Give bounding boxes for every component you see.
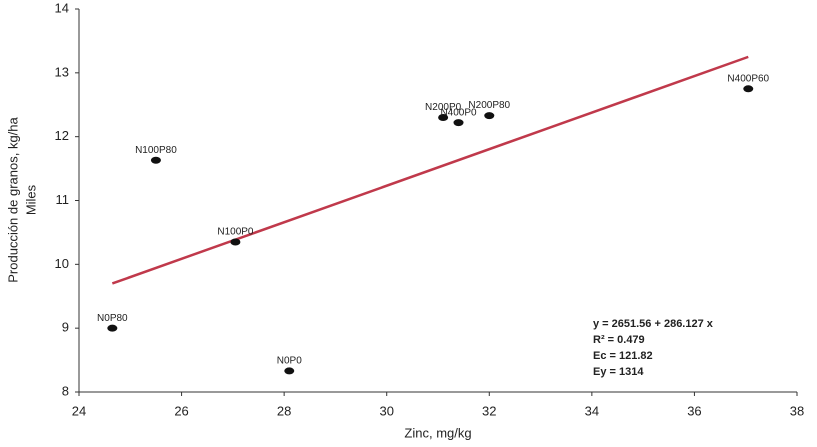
x-tick-label: 32 <box>482 403 496 418</box>
point <box>484 112 495 120</box>
x-tick-label: 24 <box>72 403 86 418</box>
x-tick-label: 30 <box>379 403 393 418</box>
y-tick-label: 8 <box>62 383 69 398</box>
x-tick-label: 34 <box>585 403 599 418</box>
x-axis-label: Zinc, mg/kg <box>404 425 471 440</box>
point-label: N400P60 <box>727 73 769 84</box>
point <box>743 85 754 93</box>
point <box>107 324 118 332</box>
x-tick-label: 28 <box>277 403 291 418</box>
x-tick-label: 36 <box>687 403 701 418</box>
y-tick-label: 9 <box>62 320 69 335</box>
point-label: N0P80 <box>97 313 128 324</box>
point <box>284 367 295 375</box>
point <box>150 156 161 164</box>
point-label: N200P0 <box>425 102 462 113</box>
y-axis-label: Producción de granos, kg/ha <box>5 116 20 282</box>
stats-annotation: y = 2651.56 + 286.127 x <box>593 318 714 330</box>
x-tick-label: 38 <box>790 403 804 418</box>
y-tick-label: 13 <box>55 64 69 79</box>
trend-line <box>111 55 749 285</box>
point <box>453 119 464 127</box>
y-tick-label: 12 <box>55 128 69 143</box>
point-label: N100P0 <box>217 227 254 238</box>
point-label: N0P0 <box>277 356 302 367</box>
stats-annotation: R² = 0.479 <box>593 334 645 346</box>
stats-annotation: Ec = 121.82 <box>593 350 653 362</box>
stats-annotation: Ey = 1314 <box>593 366 644 378</box>
point-label: N400P0 <box>440 107 477 118</box>
point <box>438 114 449 122</box>
point-label: N100P80 <box>135 145 177 156</box>
y-tick-label: 10 <box>55 256 69 271</box>
y-axis-label-units: Miles <box>23 184 38 215</box>
point <box>230 238 241 246</box>
y-tick-label: 11 <box>56 192 70 207</box>
x-tick-label: 26 <box>174 403 188 418</box>
point-label: N200P80 <box>468 100 510 111</box>
y-tick-label: 14 <box>55 0 69 15</box>
